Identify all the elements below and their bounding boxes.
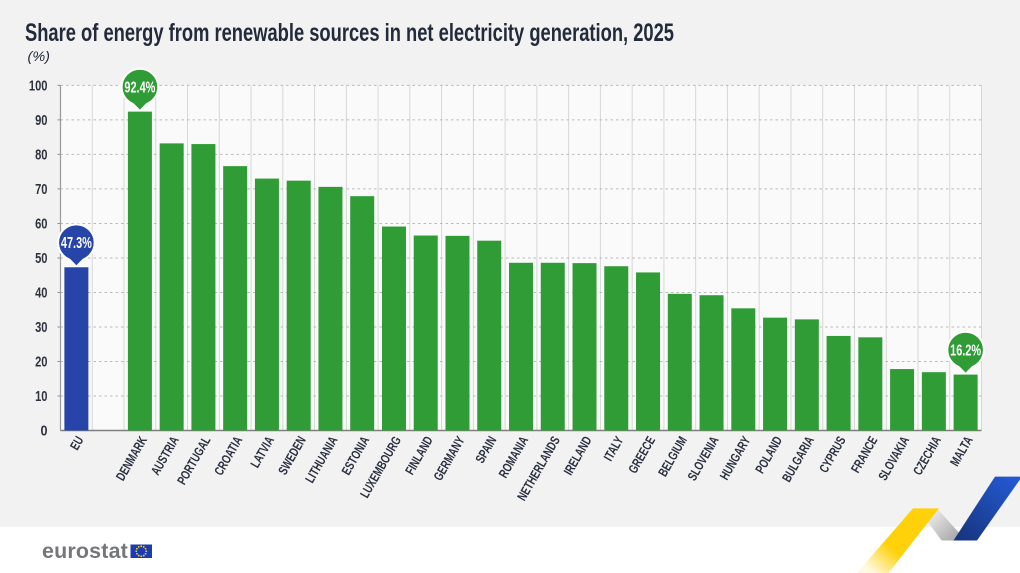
svg-text:90: 90: [35, 112, 47, 129]
svg-text:EU: EU: [67, 434, 87, 453]
svg-text:16.2%: 16.2%: [950, 342, 981, 359]
svg-text:eurostat: eurostat: [42, 539, 128, 563]
svg-text:(%): (%): [28, 49, 51, 64]
svg-text:20: 20: [35, 354, 47, 371]
svg-text:60: 60: [35, 216, 47, 233]
svg-text:40: 40: [35, 285, 47, 302]
svg-text:0: 0: [41, 423, 48, 440]
svg-text:47.3%: 47.3%: [61, 235, 92, 252]
svg-text:92.4%: 92.4%: [124, 80, 155, 97]
svg-text:70: 70: [35, 181, 47, 198]
svg-text:10: 10: [35, 388, 47, 405]
svg-text:80: 80: [35, 147, 47, 164]
svg-text:30: 30: [35, 319, 47, 336]
svg-text:Share of energy from renewable: Share of energy from renewable sources i…: [25, 19, 674, 47]
svg-text:100: 100: [29, 78, 48, 95]
svg-text:50: 50: [35, 250, 47, 267]
